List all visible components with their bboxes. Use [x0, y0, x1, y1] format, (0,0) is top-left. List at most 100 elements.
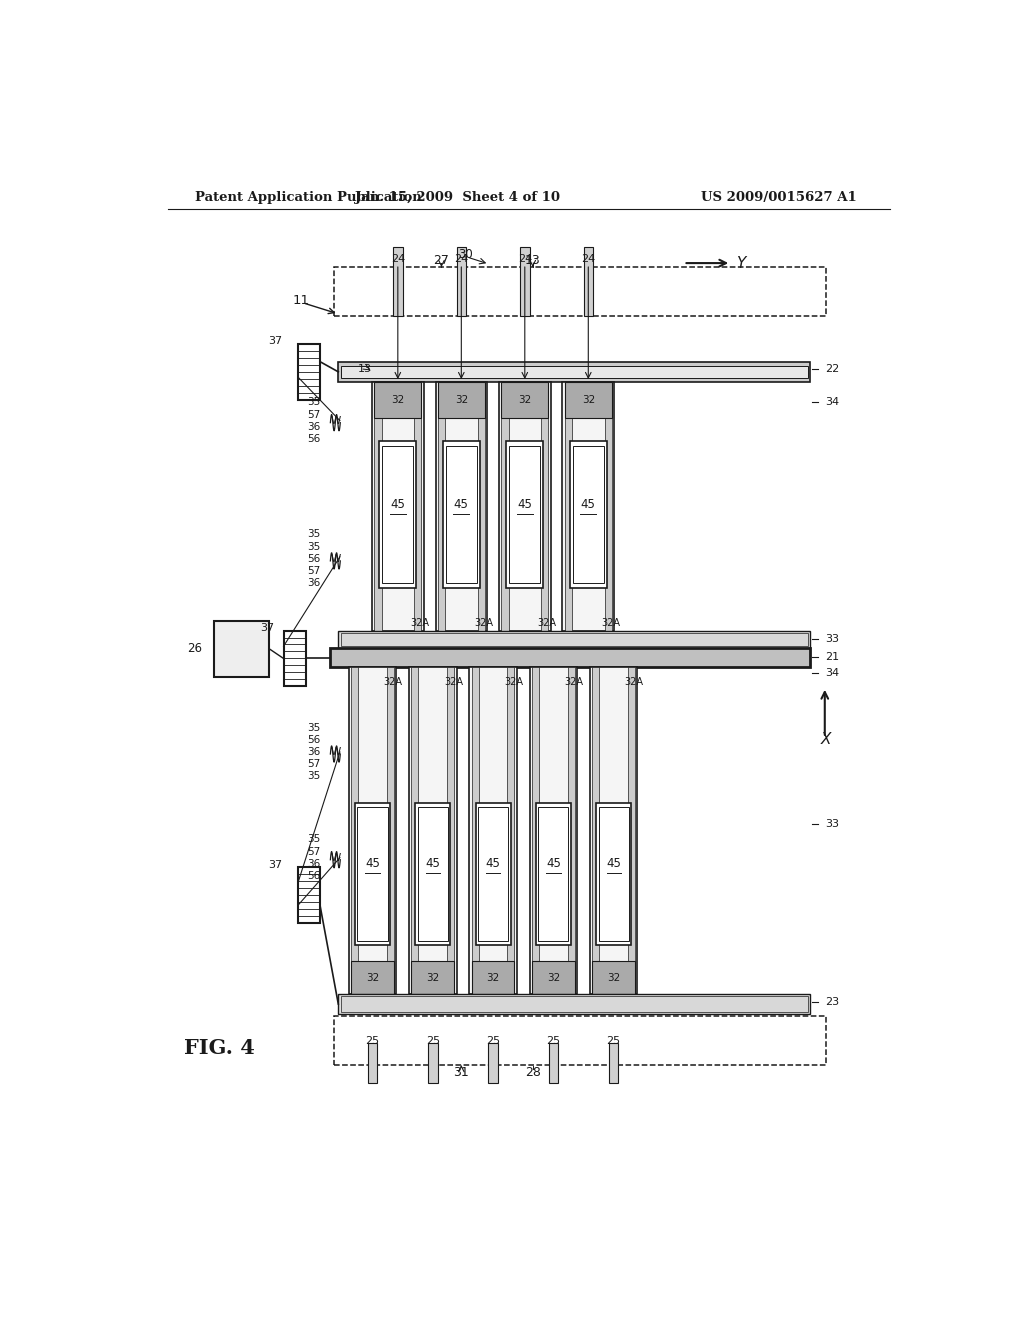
Text: 36: 36 — [307, 578, 321, 589]
Text: 45: 45 — [365, 857, 380, 870]
Bar — [418, 807, 447, 941]
Bar — [375, 381, 382, 631]
Text: 25: 25 — [606, 1036, 621, 1045]
Bar — [375, 381, 421, 417]
Text: 56: 56 — [307, 871, 321, 880]
Bar — [355, 803, 390, 945]
Bar — [628, 667, 635, 994]
Bar — [590, 667, 638, 994]
Bar — [409, 667, 457, 994]
Bar — [214, 620, 269, 677]
Text: X: X — [821, 733, 831, 747]
Text: 35: 35 — [307, 529, 321, 540]
Bar — [565, 381, 572, 631]
Text: W: W — [331, 416, 341, 425]
Text: 32A: 32A — [625, 677, 644, 686]
Text: Patent Application Publication: Patent Application Publication — [196, 190, 422, 203]
Bar — [506, 441, 544, 589]
Bar — [562, 381, 614, 631]
Bar — [442, 441, 480, 589]
Bar — [435, 381, 487, 631]
Bar — [478, 807, 508, 941]
Text: 35: 35 — [307, 541, 321, 552]
Bar — [457, 247, 466, 315]
Text: 13: 13 — [525, 253, 541, 267]
Bar — [565, 381, 611, 417]
Bar — [509, 446, 541, 583]
Text: 34: 34 — [824, 397, 839, 408]
Bar — [529, 667, 578, 994]
Bar — [541, 381, 548, 631]
Text: 57: 57 — [307, 759, 321, 770]
Text: 25: 25 — [426, 1036, 439, 1045]
Text: 32: 32 — [391, 395, 404, 405]
Text: 32: 32 — [547, 973, 560, 982]
Bar — [572, 446, 604, 583]
Text: 32A: 32A — [411, 618, 429, 628]
Bar — [469, 667, 517, 994]
Bar — [447, 667, 455, 994]
Bar — [475, 803, 511, 945]
Bar — [338, 362, 811, 381]
Text: 32: 32 — [607, 973, 621, 982]
Text: W: W — [331, 853, 341, 863]
Text: 33: 33 — [824, 634, 839, 644]
Bar — [338, 631, 811, 648]
Text: 25: 25 — [547, 1036, 560, 1045]
Text: 24: 24 — [455, 253, 468, 264]
Bar — [596, 803, 631, 945]
Bar — [338, 994, 811, 1014]
Text: 34: 34 — [824, 668, 839, 677]
Bar — [412, 667, 419, 994]
Text: 32: 32 — [426, 973, 439, 982]
Text: 37: 37 — [260, 623, 274, 634]
Bar — [584, 247, 593, 315]
Text: 45: 45 — [425, 857, 440, 870]
Text: 27: 27 — [433, 253, 450, 267]
Bar — [569, 441, 607, 589]
Bar — [472, 961, 514, 994]
Bar — [416, 803, 451, 945]
Bar — [348, 667, 396, 994]
Text: W: W — [331, 554, 341, 564]
Text: 56: 56 — [307, 554, 321, 564]
Text: Jan. 15, 2009  Sheet 4 of 10: Jan. 15, 2009 Sheet 4 of 10 — [355, 190, 560, 203]
Bar — [393, 247, 402, 315]
Text: 37: 37 — [268, 859, 283, 870]
Text: W: W — [331, 747, 341, 756]
Text: 32A: 32A — [504, 677, 523, 686]
Bar — [445, 446, 477, 583]
Text: 35: 35 — [307, 834, 321, 845]
Text: 36: 36 — [307, 859, 321, 869]
Bar — [438, 381, 484, 417]
Text: 30: 30 — [458, 248, 473, 261]
Bar — [531, 961, 574, 994]
Text: 13: 13 — [357, 364, 372, 374]
Text: 24: 24 — [518, 253, 531, 264]
Text: 57: 57 — [307, 409, 321, 420]
Text: US 2009/0015627 A1: US 2009/0015627 A1 — [700, 190, 857, 203]
Text: 32: 32 — [518, 395, 531, 405]
Text: 32A: 32A — [538, 618, 556, 628]
Bar — [357, 807, 387, 941]
Bar — [351, 961, 394, 994]
Bar — [334, 267, 826, 315]
Text: 32: 32 — [582, 395, 595, 405]
Text: 35: 35 — [307, 397, 321, 408]
Bar — [368, 1043, 377, 1084]
Bar — [507, 667, 514, 994]
Bar — [428, 1043, 437, 1084]
Text: 32: 32 — [455, 395, 468, 405]
Text: 35: 35 — [307, 771, 321, 781]
Bar — [609, 1043, 618, 1084]
Text: 45: 45 — [454, 498, 469, 511]
Text: 45: 45 — [390, 498, 406, 511]
Text: 11: 11 — [293, 294, 309, 308]
Bar — [531, 667, 539, 994]
Bar — [372, 381, 424, 631]
Bar — [351, 667, 358, 994]
Bar — [298, 867, 321, 923]
Text: FIG. 4: FIG. 4 — [184, 1038, 255, 1057]
Bar — [341, 634, 808, 647]
Text: 56: 56 — [307, 434, 321, 444]
